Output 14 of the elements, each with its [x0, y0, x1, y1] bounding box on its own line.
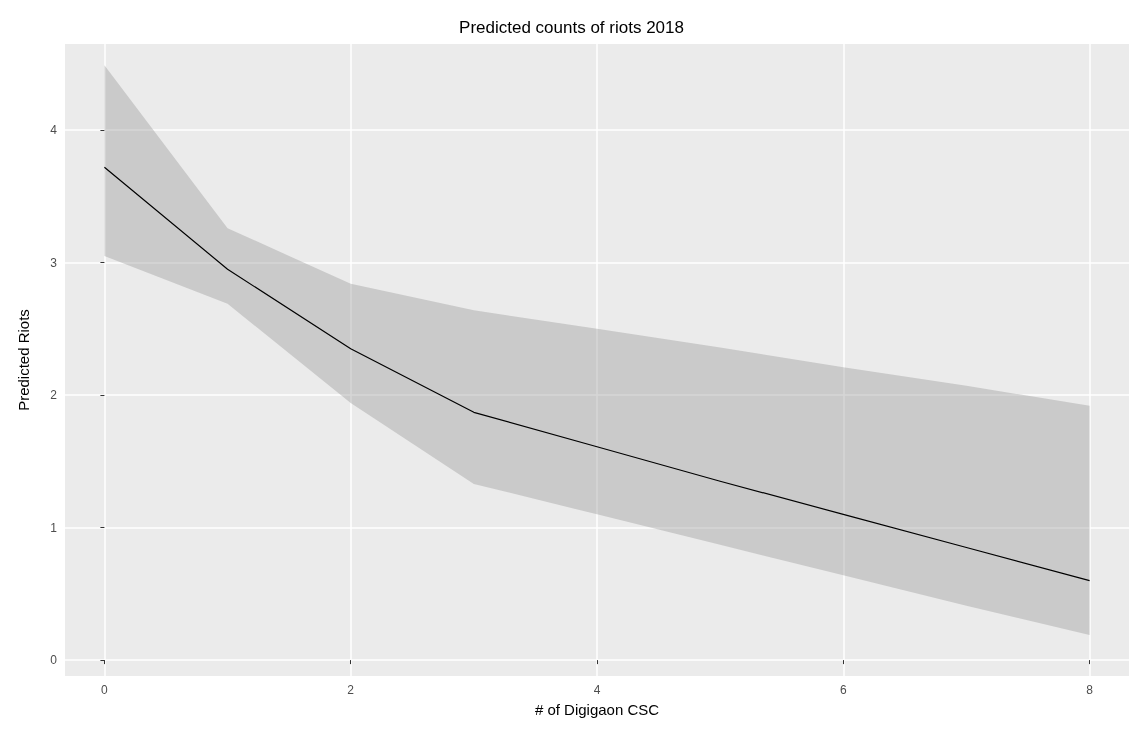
y-tick-label: 1 [50, 520, 58, 535]
y-tick-label: 4 [50, 123, 58, 138]
x-axis-title: # of Digigaon CSC [534, 701, 660, 718]
chart-title: Predicted counts of riots 2018 [459, 18, 684, 37]
x-tick-label: 8 [1086, 683, 1094, 697]
x-tick-label: 6 [839, 683, 847, 697]
y-tick-label: 0 [50, 653, 58, 668]
x-tick-label: 4 [593, 683, 601, 697]
x-tick-label: 2 [347, 683, 355, 697]
y-axis-title: Predicted Riots [15, 309, 32, 411]
y-tick-label: 2 [50, 388, 58, 403]
line-series [103, 166, 1091, 582]
y-tick-label: 3 [50, 255, 58, 270]
x-tick-label: 0 [101, 683, 109, 697]
